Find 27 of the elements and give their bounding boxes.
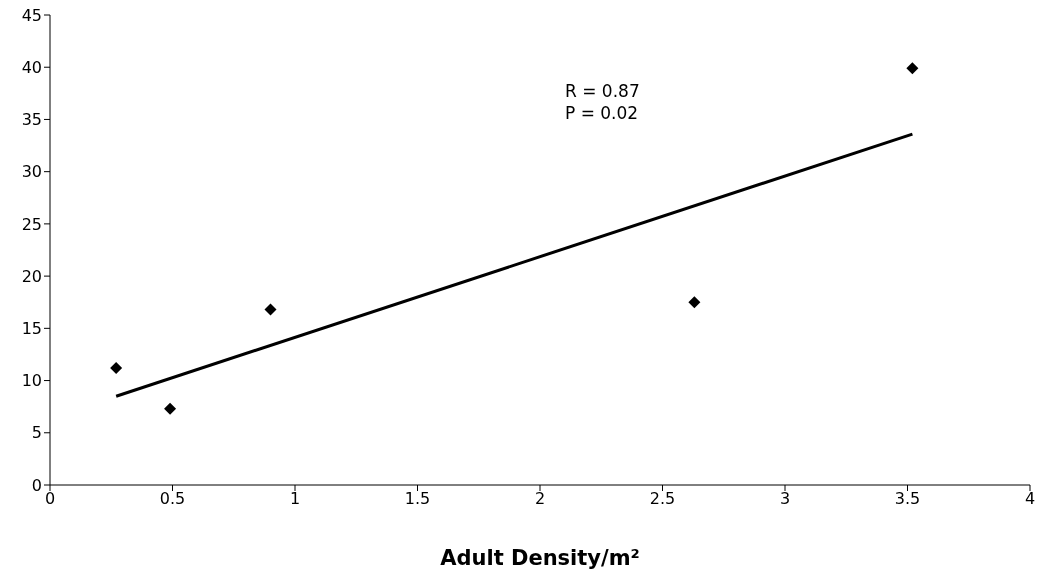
y-tick-label: 10 [21, 371, 42, 391]
point [164, 402, 177, 415]
x-tick-label: 2.5 [649, 489, 676, 509]
x-tick-label: 1 [289, 489, 301, 509]
x-tick-label: 2 [534, 489, 546, 509]
y-tick-label: 5 [31, 423, 42, 443]
x-tick-label: 3 [779, 489, 791, 509]
y-tick-label: 20 [21, 266, 42, 286]
point [688, 296, 701, 309]
x-tick-label: 0 [44, 489, 56, 509]
point [906, 62, 919, 75]
y-tick-label: 15 [21, 319, 42, 339]
x-tick-label: 0.5 [159, 489, 186, 509]
x-tick-label: 4 [1024, 489, 1036, 509]
annotation: R = 0.87 [565, 80, 641, 102]
y-tick-label: 45 [21, 5, 42, 25]
annotation: P = 0.02 [565, 102, 640, 124]
y-tick-label: 25 [21, 214, 42, 234]
y-tick-label: 30 [21, 162, 42, 182]
point [110, 362, 123, 375]
x-tick-label: 1.5 [404, 489, 431, 509]
x-axis-title: Adult Density/m² [440, 546, 640, 570]
y-tick-label: 0 [31, 475, 42, 495]
point [264, 303, 277, 316]
x-tick-label: 3.5 [894, 489, 921, 509]
y-tick-label: 35 [21, 110, 42, 130]
y-tick-label: 40 [21, 57, 42, 77]
